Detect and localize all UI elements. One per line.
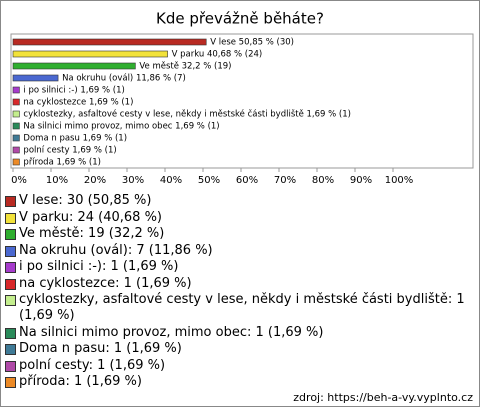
legend-swatch [5,212,16,224]
legend-swatch [5,245,16,257]
x-tick-label: 50% [198,175,220,186]
legend-item: i po silnici :-): 1 (1,69 %) [5,259,473,275]
legend-swatch [5,327,16,339]
legend-label: Doma n pasu: 1 (1,69 %) [19,341,182,356]
legend-item: V parku: 24 (40,68 %) [5,210,473,226]
bar [12,38,207,46]
legend-label: Na okruhu (ovál): 7 (11,86 %) [19,242,213,258]
legend-swatch [5,295,16,306]
bar [12,98,20,106]
legend-swatch [5,377,16,388]
legend-swatch [5,344,16,355]
x-tick-label: 100% [385,175,414,186]
x-tick-label: 60% [236,175,258,186]
bar [12,62,136,70]
legend-item: Ve městě: 19 (32,2 %) [5,226,473,242]
legend-item: Na silnici mimo provoz, mimo obec: 1 (1,… [5,325,473,341]
legend-item: Doma n pasu: 1 (1,69 %) [5,341,473,357]
value-label: Na silnici mimo provoz, mimo obec 1,69 %… [23,122,219,132]
plot-frame [10,33,474,169]
bar [12,158,20,166]
legend-item: Na okruhu (ovál): 7 (11,86 %) [5,243,473,259]
bar [12,50,168,58]
x-tick-label: 70% [274,175,296,186]
legend-label: Ve městě: 19 (32,2 %) [19,226,165,241]
legend-label: na cyklostezce: 1 (1,69 %) [19,275,192,291]
legend-item: V lese: 30 (50,85 %) [5,193,473,209]
bar [12,134,20,142]
bar [12,110,20,118]
legend-label: příroda: 1 (1,69 %) [19,374,142,389]
legend-label: Na silnici mimo provoz, mimo obec: 1 (1,… [19,324,324,340]
legend-item: polní cesty: 1 (1,69 %) [5,358,473,374]
value-label: na cyklostezce 1,69 % (1) [23,98,133,108]
legend-swatch [5,262,16,273]
bar [12,86,20,94]
x-tick-label: 20% [84,175,106,186]
value-label: Ve městě 32,2 % (19) [139,62,231,72]
value-label: i po silnici :-) 1,69 % (1) [23,86,124,96]
x-tick-label: 10% [46,175,68,186]
bar [12,146,20,154]
bar [12,74,59,82]
x-tick-label: 90% [350,175,372,186]
legend-label: polní cesty: 1 (1,69 %) [19,357,166,373]
x-tick-label: 40% [160,175,182,186]
legend-swatch [5,196,16,207]
legend-label: i po silnici :-): 1 (1,69 %) [19,259,179,274]
chart-title: Kde převážně běháte? [156,10,324,28]
value-label: příroda 1,69 % (1) [23,158,101,168]
value-label: V lese 50,85 % (30) [210,38,294,48]
value-label: cyklostezky, asfaltové cesty v lese, něk… [23,109,351,120]
value-label: Na okruhu (ovál) 11,86 % (7) [62,74,186,84]
value-label: V parku 40,68 % (24) [172,50,263,60]
legend-item: příroda: 1 (1,69 %) [5,374,473,390]
source: zdroj: https://beh-a-vy.vyplnto.cz [293,391,473,404]
legend-swatch [5,278,16,290]
legend-label: cyklostezky, asfaltové cesty v lese, něk… [19,292,465,323]
value-label: Doma n pasu 1,69 % (1) [23,134,127,144]
value-label: polní cesty 1,69 % (1) [23,146,116,156]
legend-swatch [5,229,16,240]
x-tick-label: 30% [122,175,144,186]
legend-label: V lese: 30 (50,85 %) [19,193,152,208]
bar [12,122,20,130]
x-tick-label: 0% [11,175,27,186]
legend: V lese: 30 (50,85 %) V parku: 24 (40,68 %… [5,193,473,391]
legend-item: na cyklostezce: 1 (1,69 %) [5,276,473,292]
legend-swatch [5,360,16,372]
x-tick-label: 80% [312,175,334,186]
legend-item: cyklostezky, asfaltové cesty v lese, něk… [5,292,473,324]
legend-label: V parku: 24 (40,68 %) [19,209,162,225]
